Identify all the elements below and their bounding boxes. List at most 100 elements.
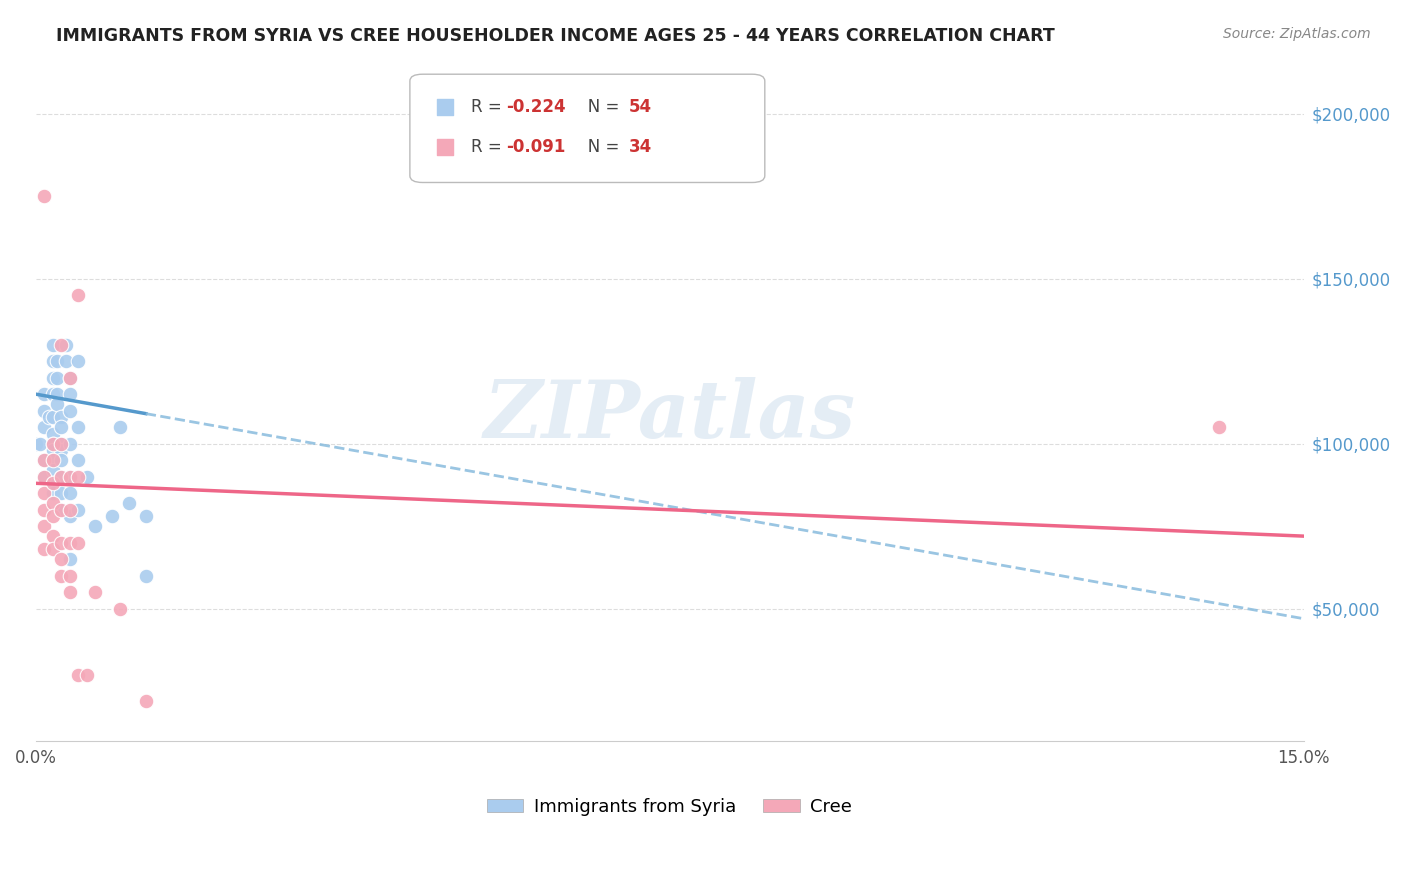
Point [67, 288, 90, 302]
Point [46, 387, 69, 401]
Point [51, 502, 73, 516]
Point [42, 529, 65, 543]
Point [135, 694, 157, 708]
Point [59, 552, 82, 566]
Point [59, 387, 82, 401]
Point [51, 443, 73, 458]
Text: IMMIGRANTS FROM SYRIA VS CREE HOUSEHOLDER INCOME AGES 25 - 44 YEARS CORRELATION : IMMIGRANTS FROM SYRIA VS CREE HOUSEHOLDE… [56, 27, 1054, 45]
Point [34, 519, 56, 533]
Point [34, 403, 56, 417]
Point [51, 568, 73, 582]
Point [51, 552, 73, 566]
Point [59, 486, 82, 500]
Point [42, 496, 65, 510]
Point [34, 453, 56, 467]
Point [34, 469, 56, 483]
Point [59, 436, 82, 450]
Text: Source: ZipAtlas.com: Source: ZipAtlas.com [1223, 27, 1371, 41]
Point [67, 667, 90, 681]
Point [34, 469, 56, 483]
Point [67, 502, 90, 516]
Point [76, 667, 98, 681]
Point [59, 469, 82, 483]
Text: 54: 54 [628, 98, 652, 116]
Point [51, 486, 73, 500]
Point [42, 337, 65, 351]
Legend: Immigrants from Syria, Cree: Immigrants from Syria, Cree [479, 790, 859, 823]
Point [42, 436, 65, 450]
Text: 34: 34 [628, 138, 652, 156]
Point [46, 354, 69, 368]
Point [59, 535, 82, 549]
Point [51, 535, 73, 549]
Text: N =: N = [572, 98, 624, 116]
Text: ZIPatlas: ZIPatlas [484, 377, 856, 455]
Point [42, 410, 65, 425]
Point [51, 410, 73, 425]
Point [38, 410, 60, 425]
Point [55, 354, 77, 368]
Point [118, 496, 141, 510]
Point [59, 370, 82, 384]
Point [34, 453, 56, 467]
Point [1208, 420, 1230, 434]
Point [67, 354, 90, 368]
Point [46, 397, 69, 411]
Point [42, 542, 65, 557]
Point [42, 476, 65, 491]
Point [110, 420, 132, 434]
Point [135, 568, 157, 582]
Point [76, 469, 98, 483]
Point [34, 502, 56, 516]
Point [110, 601, 132, 615]
Point [46, 370, 69, 384]
Point [42, 463, 65, 477]
Point [51, 337, 73, 351]
Point [51, 436, 73, 450]
Text: -0.091: -0.091 [506, 138, 565, 156]
Point [67, 535, 90, 549]
FancyBboxPatch shape [411, 74, 765, 183]
Point [42, 436, 65, 450]
Point [42, 453, 65, 467]
Point [59, 370, 82, 384]
Point [42, 453, 65, 467]
Point [42, 443, 65, 458]
Point [59, 509, 82, 524]
Point [101, 509, 124, 524]
Point [67, 453, 90, 467]
Point [51, 502, 73, 516]
Text: R =: R = [471, 138, 506, 156]
Text: N =: N = [572, 138, 624, 156]
Point [51, 436, 73, 450]
Point [84, 585, 107, 599]
Point [51, 453, 73, 467]
Point [42, 387, 65, 401]
Point [42, 426, 65, 441]
Point [67, 469, 90, 483]
Point [30, 436, 52, 450]
Point [135, 509, 157, 524]
Point [84, 519, 107, 533]
Point [59, 469, 82, 483]
Point [67, 420, 90, 434]
Point [42, 509, 65, 524]
Point [34, 420, 56, 434]
Point [42, 354, 65, 368]
Point [51, 420, 73, 434]
Point [25, 436, 48, 450]
Point [42, 486, 65, 500]
Point [55, 337, 77, 351]
Point [34, 387, 56, 401]
Point [51, 469, 73, 483]
Point [42, 370, 65, 384]
Text: -0.224: -0.224 [506, 98, 565, 116]
Point [59, 502, 82, 516]
Point [34, 542, 56, 557]
Point [59, 403, 82, 417]
Point [34, 189, 56, 203]
Point [34, 486, 56, 500]
Point [59, 568, 82, 582]
Point [42, 476, 65, 491]
Point [51, 469, 73, 483]
